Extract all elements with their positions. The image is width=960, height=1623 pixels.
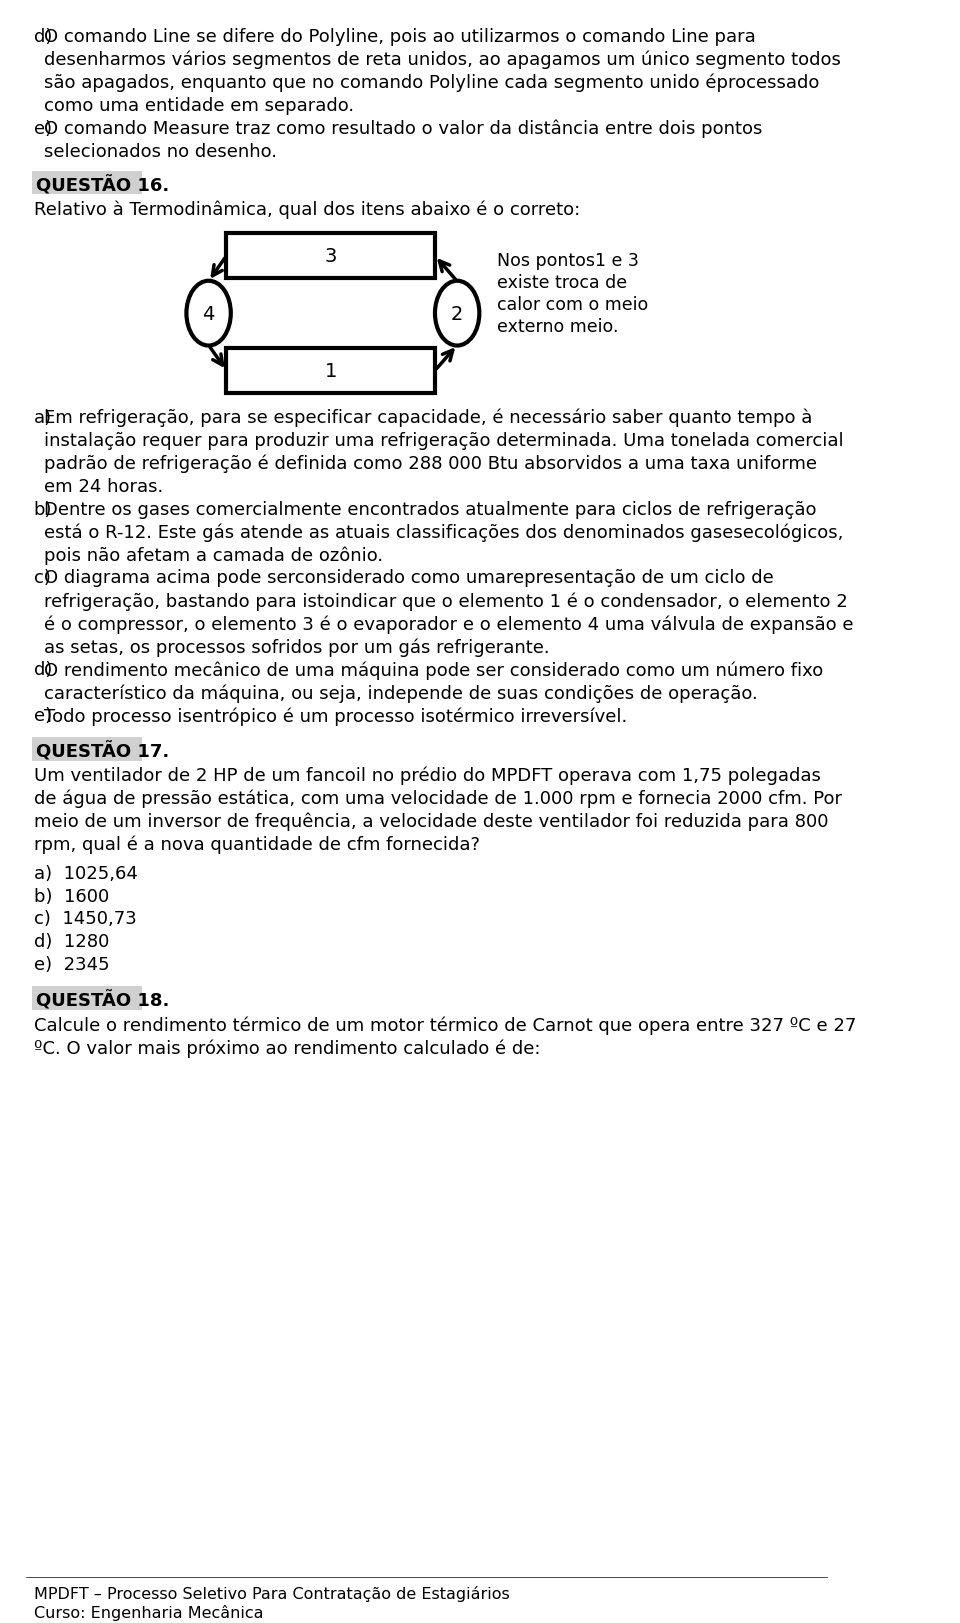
Text: O rendimento mecânico de uma máquina pode ser considerado como um número fixo: O rendimento mecânico de uma máquina pod… xyxy=(44,661,824,680)
Text: são apagados, enquanto que no comando Polyline cada segmento unido éprocessado: são apagados, enquanto que no comando Po… xyxy=(44,73,820,93)
Text: QUESTÃO 17.: QUESTÃO 17. xyxy=(36,742,169,761)
Bar xyxy=(227,349,435,394)
Text: e): e) xyxy=(34,706,52,724)
Text: selecionados no desenho.: selecionados no desenho. xyxy=(44,143,277,161)
Text: desenharmos vários segmentos de reta unidos, ao apagamos um único segmento todos: desenharmos vários segmentos de reta uni… xyxy=(44,50,841,70)
Text: 3: 3 xyxy=(324,247,337,266)
Text: QUESTÃO 18.: QUESTÃO 18. xyxy=(36,990,169,1010)
Text: c)  1450,73: c) 1450,73 xyxy=(34,911,136,928)
Text: 1: 1 xyxy=(324,362,337,381)
Text: d)  1280: d) 1280 xyxy=(34,933,109,951)
Ellipse shape xyxy=(435,281,479,346)
Text: MPDFT – Processo Seletivo Para Contratação de Estagiários: MPDFT – Processo Seletivo Para Contrataç… xyxy=(34,1584,510,1600)
Text: é o compressor, o elemento 3 é o evaporador e o elemento 4 uma válvula de expans: é o compressor, o elemento 3 é o evapora… xyxy=(44,615,853,633)
Text: O comando Line se difere do Polyline, pois ao utilizarmos o comando Line para: O comando Line se difere do Polyline, po… xyxy=(44,28,756,45)
Text: instalação requer para produzir uma refrigeração determinada. Uma tonelada comer: instalação requer para produzir uma refr… xyxy=(44,432,844,450)
Text: e)  2345: e) 2345 xyxy=(34,956,109,974)
Text: O diagrama acima pode serconsiderado como umarepresentação de um ciclo de: O diagrama acima pode serconsiderado com… xyxy=(44,570,774,588)
Text: Todo processo isentrópico é um processo isotérmico irreversível.: Todo processo isentrópico é um processo … xyxy=(44,706,628,725)
Text: como uma entidade em separado.: como uma entidade em separado. xyxy=(44,97,354,115)
Text: Dentre os gases comercialmente encontrados atualmente para ciclos de refrigeraçã: Dentre os gases comercialmente encontrad… xyxy=(44,500,817,518)
FancyBboxPatch shape xyxy=(32,737,142,761)
Text: e): e) xyxy=(34,120,52,138)
Text: a)  1025,64: a) 1025,64 xyxy=(34,863,137,881)
Text: externo meio.: externo meio. xyxy=(497,318,618,336)
Text: de água de pressão estática, com uma velocidade de 1.000 rpm e fornecia 2000 cfm: de água de pressão estática, com uma vel… xyxy=(34,789,842,808)
Text: Calcule o rendimento térmico de um motor térmico de Carnot que opera entre 327 º: Calcule o rendimento térmico de um motor… xyxy=(34,1016,856,1034)
Text: a): a) xyxy=(34,409,52,427)
FancyBboxPatch shape xyxy=(32,987,142,1011)
Text: existe troca de: existe troca de xyxy=(497,274,627,292)
Text: 2: 2 xyxy=(451,305,464,323)
Text: d): d) xyxy=(34,661,52,678)
Text: as setas, os processos sofridos por um gás refrigerante.: as setas, os processos sofridos por um g… xyxy=(44,638,550,656)
Text: 4: 4 xyxy=(203,305,215,323)
Ellipse shape xyxy=(186,281,230,346)
Text: c): c) xyxy=(34,570,51,588)
Bar xyxy=(227,234,435,279)
Text: Nos pontos1 e 3: Nos pontos1 e 3 xyxy=(497,252,639,269)
Text: ºC. O valor mais próximo ao rendimento calculado é de:: ºC. O valor mais próximo ao rendimento c… xyxy=(34,1039,540,1057)
Text: rpm, qual é a nova quantidade de cfm fornecida?: rpm, qual é a nova quantidade de cfm for… xyxy=(34,836,480,854)
Text: Curso: Engenharia Mecânica: Curso: Engenharia Mecânica xyxy=(34,1604,263,1620)
FancyBboxPatch shape xyxy=(32,172,142,195)
Text: d): d) xyxy=(34,28,52,45)
Text: calor com o meio: calor com o meio xyxy=(497,295,648,313)
Text: em 24 horas.: em 24 horas. xyxy=(44,477,163,495)
Text: b)  1600: b) 1600 xyxy=(34,888,109,906)
Text: QUESTÃO 16.: QUESTÃO 16. xyxy=(36,175,169,195)
Text: meio de um inversor de frequência, a velocidade deste ventilador foi reduzida pa: meio de um inversor de frequência, a vel… xyxy=(34,812,828,831)
Text: O comando Measure traz como resultado o valor da distância entre dois pontos: O comando Measure traz como resultado o … xyxy=(44,120,763,138)
Text: característico da máquina, ou seja, independe de suas condições de operação.: característico da máquina, ou seja, inde… xyxy=(44,683,758,703)
Text: Relativo à Termodinâmica, qual dos itens abaixo é o correto:: Relativo à Termodinâmica, qual dos itens… xyxy=(34,200,580,219)
Text: está o R-12. Este gás atende as atuais classificações dos denominados gasesecoló: está o R-12. Este gás atende as atuais c… xyxy=(44,523,844,542)
Text: refrigeração, bastando para istoindicar que o elemento 1 é o condensador, o elem: refrigeração, bastando para istoindicar … xyxy=(44,592,848,610)
Text: b): b) xyxy=(34,500,52,518)
Text: pois não afetam a camada de ozônio.: pois não afetam a camada de ozônio. xyxy=(44,547,383,565)
Text: Um ventilador de 2 HP de um fancoil no prédio do MPDFT operava com 1,75 polegada: Um ventilador de 2 HP de um fancoil no p… xyxy=(34,766,821,786)
Text: padrão de refrigeração é definida como 288 000 Btu absorvidos a uma taxa uniform: padrão de refrigeração é definida como 2… xyxy=(44,454,817,472)
Text: Em refrigeração, para se especificar capacidade, é necessário saber quanto tempo: Em refrigeração, para se especificar cap… xyxy=(44,409,813,427)
